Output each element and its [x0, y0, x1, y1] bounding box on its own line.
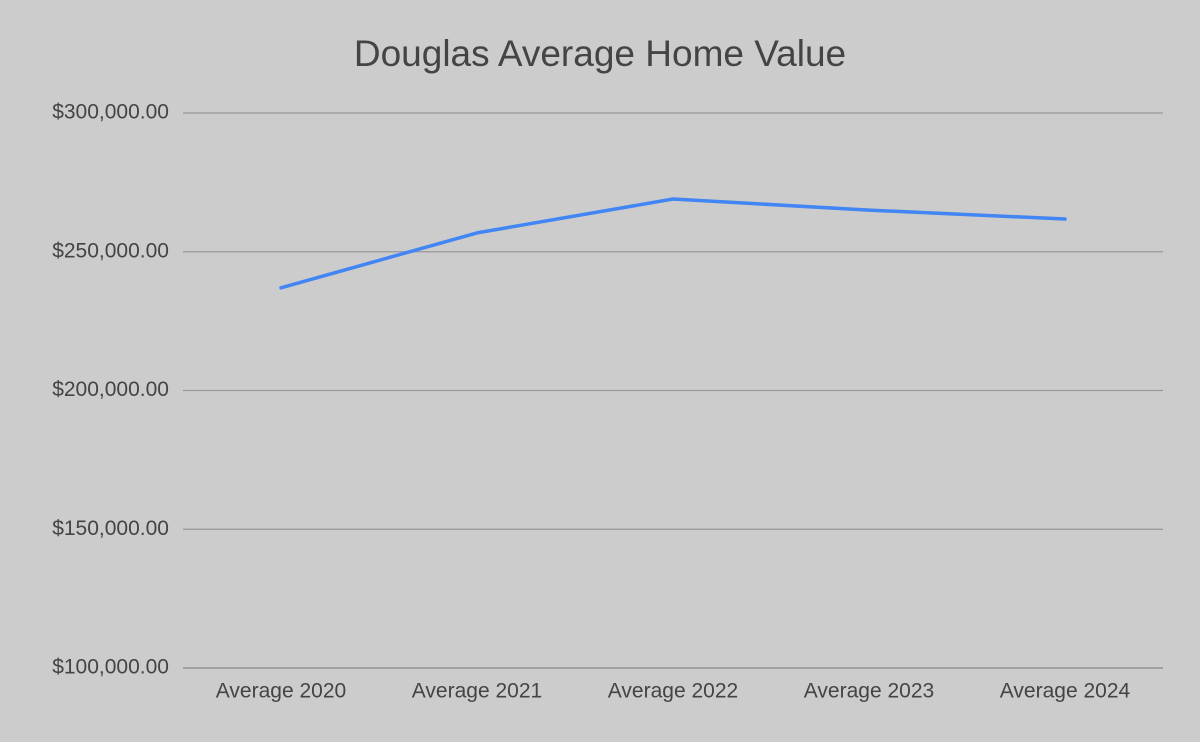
x-tick-label: Average 2023 [804, 680, 934, 703]
line-series [279, 197, 1067, 290]
y-tick-label: $100,000.00 [52, 656, 169, 679]
x-tick-label: Average 2020 [216, 680, 346, 703]
y-tick-label: $200,000.00 [52, 378, 169, 401]
chart-title: Douglas Average Home Value [354, 33, 846, 74]
y-tick-label: $150,000.00 [52, 517, 169, 540]
y-tick-label: $300,000.00 [52, 101, 169, 124]
x-tick-label: Average 2024 [1000, 680, 1131, 703]
y-tick-label: $250,000.00 [52, 239, 169, 262]
x-tick-label: Average 2021 [412, 680, 542, 703]
x-tick-label: Average 2022 [608, 680, 738, 703]
